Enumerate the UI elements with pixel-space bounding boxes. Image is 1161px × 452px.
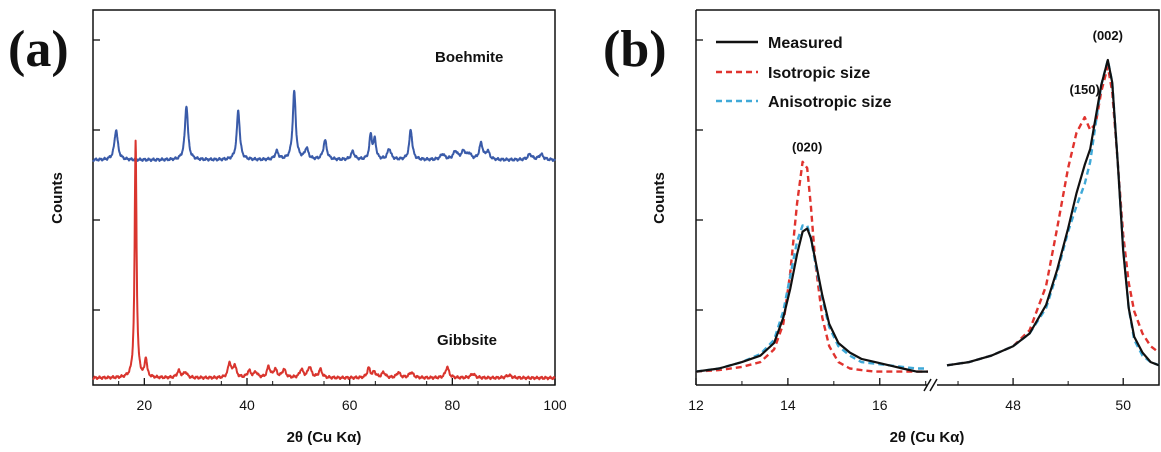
panel-a-label: (a) [8,21,69,78]
panel-b-x-axis-title: 2θ (Cu Kα) [890,429,965,446]
series-label-gibbsite: Gibbsite [437,332,497,349]
peak-label: (150) [1069,82,1099,97]
peak-label: (020) [792,139,822,154]
panel-a-x-tick-label: 100 [543,397,567,413]
panel-a-x-tick-label: 80 [445,397,461,413]
panel-b-x-ticks: 12 14 16 48 50 [688,378,1131,413]
panel-a-x-tick-label: 60 [342,397,358,413]
panel-b-x-tick-label: 12 [688,397,704,413]
series-line-isotropic-size-part-0 [695,160,928,373]
panel-b: (b) 12 14 16 48 50 (020) (150) (002) Measured … [603,9,1160,446]
series-line-anisotropic-size-part-1 [946,58,1160,367]
series-line-measured-part-1 [946,58,1160,367]
legend-label-measured: Measured [768,35,843,52]
panel-a-series [92,89,556,381]
series-line-gibbsite [92,139,556,381]
panel-b-label: (b) [603,21,667,78]
panel-b-x-tick-label: 16 [872,397,888,413]
legend: Measured Isotropic size Anisotropic size [716,35,892,111]
panel-b-series [695,58,1160,373]
panel-b-x-tick-label: 50 [1115,397,1131,413]
panel-a-y-ticks [93,39,100,311]
panel-b-frame [696,9,1160,386]
panel-b-y-ticks [696,39,703,311]
series-line-isotropic-size-part-1 [946,65,1160,367]
panel-a-x-ticks: 20 40 60 80 100 [118,378,567,413]
panel-a-frame [92,9,556,386]
panel-b-x-tick-label: 14 [780,397,796,413]
panel-a-x-tick-label: 20 [137,397,153,413]
axis-break-marker [923,378,938,392]
panel-b-y-axis-title: Counts [651,172,668,224]
legend-label-anisotropic: Anisotropic size [768,94,892,111]
panel-b-x-tick-label: 48 [1005,397,1021,413]
panel-b-peak-labels: (020) (150) (002) [792,28,1123,154]
series-label-boehmite: Boehmite [435,49,503,66]
peak-label: (002) [1093,28,1123,43]
panel-a-x-axis-title: 2θ (Cu Kα) [287,429,362,446]
panel-a-x-tick-label: 40 [239,397,255,413]
series-line-boehmite [92,89,556,163]
series-line-measured-part-0 [695,227,928,373]
legend-label-isotropic: Isotropic size [768,65,870,82]
panel-a-y-axis-title: Counts [49,172,66,224]
panel-a: (a) 20 40 60 80 100 Boehmite Gibbsite 2θ (Cu… [8,9,567,446]
